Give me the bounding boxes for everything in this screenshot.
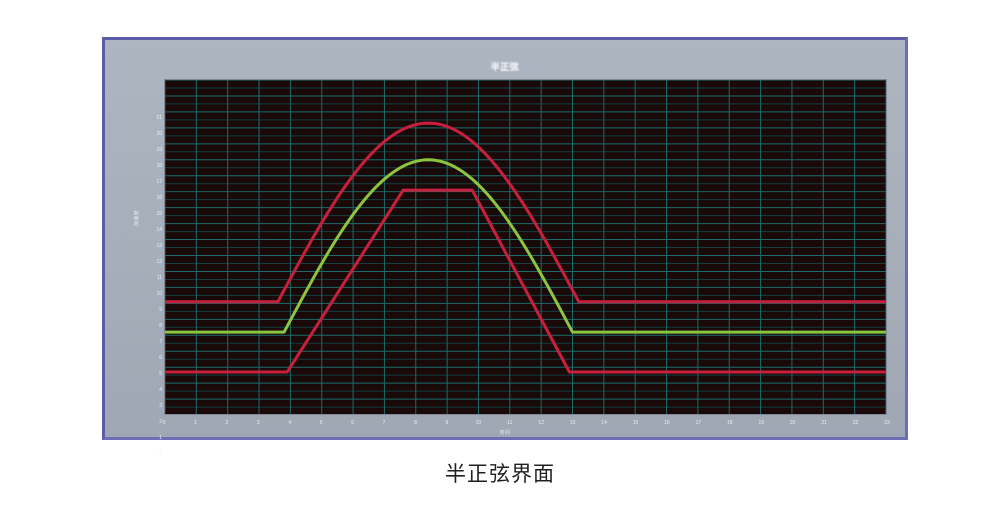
- x-tick-label: 11: [507, 420, 513, 426]
- y-tick-label: 19: [156, 147, 162, 153]
- x-tick-label: 22: [852, 420, 859, 426]
- y-tick-label: 3: [159, 403, 162, 409]
- x-axis-tick-labels: 0 1 2 3 4 5 6 7 8 9 10 11 12 13 14 15 16 17 18 19 20 21 22 23: [163, 420, 890, 432]
- x-tick-label: 20: [789, 420, 796, 426]
- x-tick-label: 2: [225, 420, 229, 426]
- y-tick-label: 7: [159, 339, 162, 345]
- curve-layer: [165, 121, 886, 374]
- x-tick-label: 8: [414, 420, 417, 426]
- figure-caption: 半正弦界面: [445, 462, 555, 486]
- y-tick-label: 16: [156, 195, 162, 201]
- y-tick-label: 21: [156, 115, 162, 121]
- x-tick-label: 14: [601, 420, 607, 426]
- y-tick-label: 2: [159, 419, 162, 425]
- x-tick-label: 7: [382, 420, 386, 426]
- y-axis-tick-labels: 21 20 19 18 17 16 15 14 13 12 11 10 9 8 7 6 5 4 3 2 1 0: [138, 79, 162, 457]
- x-tick-label: 4: [288, 420, 292, 426]
- y-tick-label: 20: [156, 131, 162, 137]
- x-tick-label: 17: [695, 420, 702, 426]
- y-tick-label: 14: [156, 227, 162, 233]
- instrument-panel: 半正弦 加速度 21 20 19 18 17 16 15 14 13 12 11 10 9 8 7 6 5 4 3 2…: [102, 37, 908, 457]
- x-tick-label: 15: [632, 420, 639, 426]
- x-tick-label: 18: [727, 420, 733, 426]
- y-tick-label: 12: [156, 259, 162, 265]
- y-tick-label: 9: [159, 307, 162, 313]
- x-tick-label: 6: [351, 420, 354, 426]
- series-nominal-pulse: [165, 158, 886, 334]
- x-tick-label: 1: [194, 420, 197, 426]
- y-tick-label: 0: [159, 451, 162, 457]
- x-tick-label: 13: [569, 420, 576, 426]
- x-tick-label: 10: [475, 420, 482, 426]
- y-tick-label: 11: [156, 275, 162, 281]
- x-tick-label: 21: [821, 420, 827, 426]
- y-tick-label: 17: [156, 179, 162, 185]
- y-tick-label: 5: [159, 371, 162, 377]
- x-tick-label: 19: [758, 420, 765, 426]
- x-tick-label: 0: [162, 420, 166, 426]
- y-tick-label: 10: [156, 291, 162, 297]
- series-upper-tolerance: [165, 121, 886, 304]
- y-tick-label: 6: [159, 355, 162, 361]
- x-tick-label: 9: [445, 420, 449, 426]
- x-tick-label: 5: [319, 420, 323, 426]
- plot-area: [164, 79, 887, 415]
- y-tick-label: 13: [156, 243, 162, 249]
- series-lower-tolerance: [165, 188, 886, 374]
- y-tick-label: 1: [159, 435, 162, 441]
- y-tick-label: 15: [156, 211, 162, 217]
- x-tick-label: 16: [664, 420, 670, 426]
- x-tick-label: 3: [256, 420, 260, 426]
- y-tick-label: 8: [159, 323, 162, 329]
- x-axis-title: 时间: [499, 430, 511, 436]
- y-tick-label: 18: [156, 163, 162, 169]
- y-tick-label: 4: [159, 387, 162, 393]
- x-tick-label: 23: [884, 420, 890, 426]
- chart-title: 半正弦: [490, 62, 520, 72]
- x-tick-label: 12: [538, 420, 544, 426]
- plot-canvas: [164, 79, 887, 415]
